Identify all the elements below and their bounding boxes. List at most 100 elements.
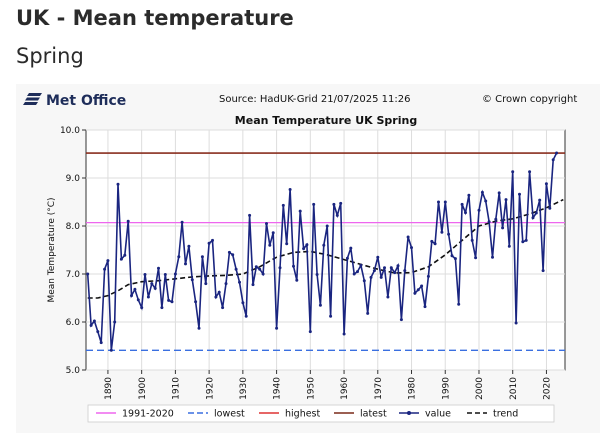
value-point bbox=[285, 242, 289, 246]
value-point bbox=[396, 264, 400, 268]
value-point bbox=[501, 226, 505, 230]
value-point bbox=[96, 330, 100, 334]
value-point bbox=[497, 191, 501, 195]
value-point bbox=[544, 182, 548, 186]
value-point bbox=[359, 263, 363, 267]
legend-label-lowest: lowest bbox=[214, 409, 245, 420]
value-point bbox=[518, 192, 521, 196]
legend-box bbox=[87, 404, 555, 423]
value-point bbox=[329, 314, 333, 318]
value-point bbox=[258, 267, 262, 271]
x-tick-label: 2010 bbox=[509, 377, 519, 400]
axes: 5.0 6.0 7.0 8.0 9.0 10.0 1890 1900 1910 1920 1930 1… bbox=[60, 126, 553, 400]
value-point bbox=[278, 266, 282, 270]
y-tick-label: 5.0 bbox=[66, 366, 81, 376]
legend: 1991-2020 lowest highest latest value trend bbox=[87, 404, 555, 423]
value-point bbox=[133, 287, 137, 291]
value-point bbox=[126, 219, 130, 223]
value-point bbox=[207, 241, 211, 245]
copyright-text: © Crown copyright bbox=[482, 94, 577, 105]
value-point bbox=[312, 202, 316, 206]
value-point bbox=[349, 246, 353, 250]
value-point bbox=[308, 330, 312, 334]
value-point bbox=[386, 295, 390, 299]
value-point bbox=[254, 265, 258, 269]
value-point bbox=[224, 282, 228, 286]
chart-panel: Met Office Source: HadUK-Grid 21/07/2025… bbox=[16, 84, 600, 433]
value-point bbox=[474, 256, 478, 260]
value-point bbox=[119, 257, 123, 261]
value-point bbox=[234, 267, 238, 271]
y-axis-label: Mean Temperature (°C) bbox=[47, 197, 57, 302]
value-point bbox=[379, 275, 383, 279]
chart-title: Mean Temperature UK Spring bbox=[235, 114, 417, 127]
value-point bbox=[504, 198, 508, 202]
value-point bbox=[180, 220, 184, 224]
value-point bbox=[440, 230, 444, 234]
value-point bbox=[157, 266, 160, 270]
value-point bbox=[275, 326, 279, 330]
value-point bbox=[551, 158, 555, 162]
value-point bbox=[524, 238, 528, 242]
value-point bbox=[470, 238, 474, 242]
legend-marker-value bbox=[407, 411, 411, 415]
legend-label-1991-2020: 1991-2020 bbox=[122, 409, 174, 420]
value-point bbox=[92, 319, 96, 323]
value-point bbox=[339, 201, 343, 205]
y-tick-label: 9.0 bbox=[66, 174, 81, 184]
value-point bbox=[123, 253, 127, 257]
value-point bbox=[136, 298, 140, 302]
value-point bbox=[332, 202, 336, 206]
value-point bbox=[200, 255, 204, 259]
value-point bbox=[383, 266, 386, 270]
plot-area bbox=[85, 129, 566, 371]
value-point bbox=[362, 279, 366, 283]
value-point bbox=[541, 269, 545, 273]
value-point bbox=[298, 209, 302, 213]
x-tick-label: 1890 bbox=[104, 377, 114, 400]
trend-line bbox=[87, 198, 564, 299]
value-point bbox=[491, 255, 494, 259]
value-point bbox=[487, 220, 491, 224]
value-point bbox=[86, 272, 90, 276]
value-point bbox=[244, 314, 248, 318]
x-tick-label: 1930 bbox=[239, 377, 249, 400]
x-tick-label: 1920 bbox=[205, 377, 215, 400]
page-title: UK - Mean temperature bbox=[16, 6, 294, 30]
value-point bbox=[116, 182, 120, 186]
value-point bbox=[288, 188, 292, 191]
value-point bbox=[416, 288, 420, 292]
value-point bbox=[271, 231, 275, 235]
value-point bbox=[302, 247, 306, 251]
value-point bbox=[190, 278, 194, 282]
value-point bbox=[538, 198, 542, 202]
value-point bbox=[251, 283, 255, 287]
value-point bbox=[477, 208, 481, 212]
y-tick-label: 7.0 bbox=[66, 270, 81, 280]
value-point bbox=[426, 274, 430, 278]
value-point bbox=[447, 232, 451, 236]
temperature-chart: Met Office Source: HadUK-Grid 21/07/2025… bbox=[23, 93, 577, 423]
value-point bbox=[548, 206, 552, 210]
value-point bbox=[318, 303, 322, 307]
value-point bbox=[406, 235, 410, 239]
value-point bbox=[265, 222, 268, 226]
value-point bbox=[184, 262, 187, 266]
legend-label-trend: trend bbox=[493, 409, 518, 420]
value-point bbox=[150, 282, 154, 286]
value-point bbox=[295, 278, 299, 282]
value-point bbox=[305, 243, 309, 247]
value-point bbox=[194, 300, 198, 304]
legend-label-latest: latest bbox=[360, 409, 387, 420]
value-point bbox=[369, 275, 373, 279]
value-point bbox=[403, 269, 407, 273]
value-point bbox=[143, 273, 147, 276]
met-office-logo-icon bbox=[23, 93, 42, 105]
value-point bbox=[99, 341, 103, 345]
value-point bbox=[315, 273, 319, 276]
reference-lines bbox=[86, 152, 565, 352]
value-point bbox=[281, 203, 285, 207]
value-point bbox=[217, 290, 221, 294]
value-point bbox=[345, 256, 349, 260]
value-point bbox=[423, 305, 427, 309]
